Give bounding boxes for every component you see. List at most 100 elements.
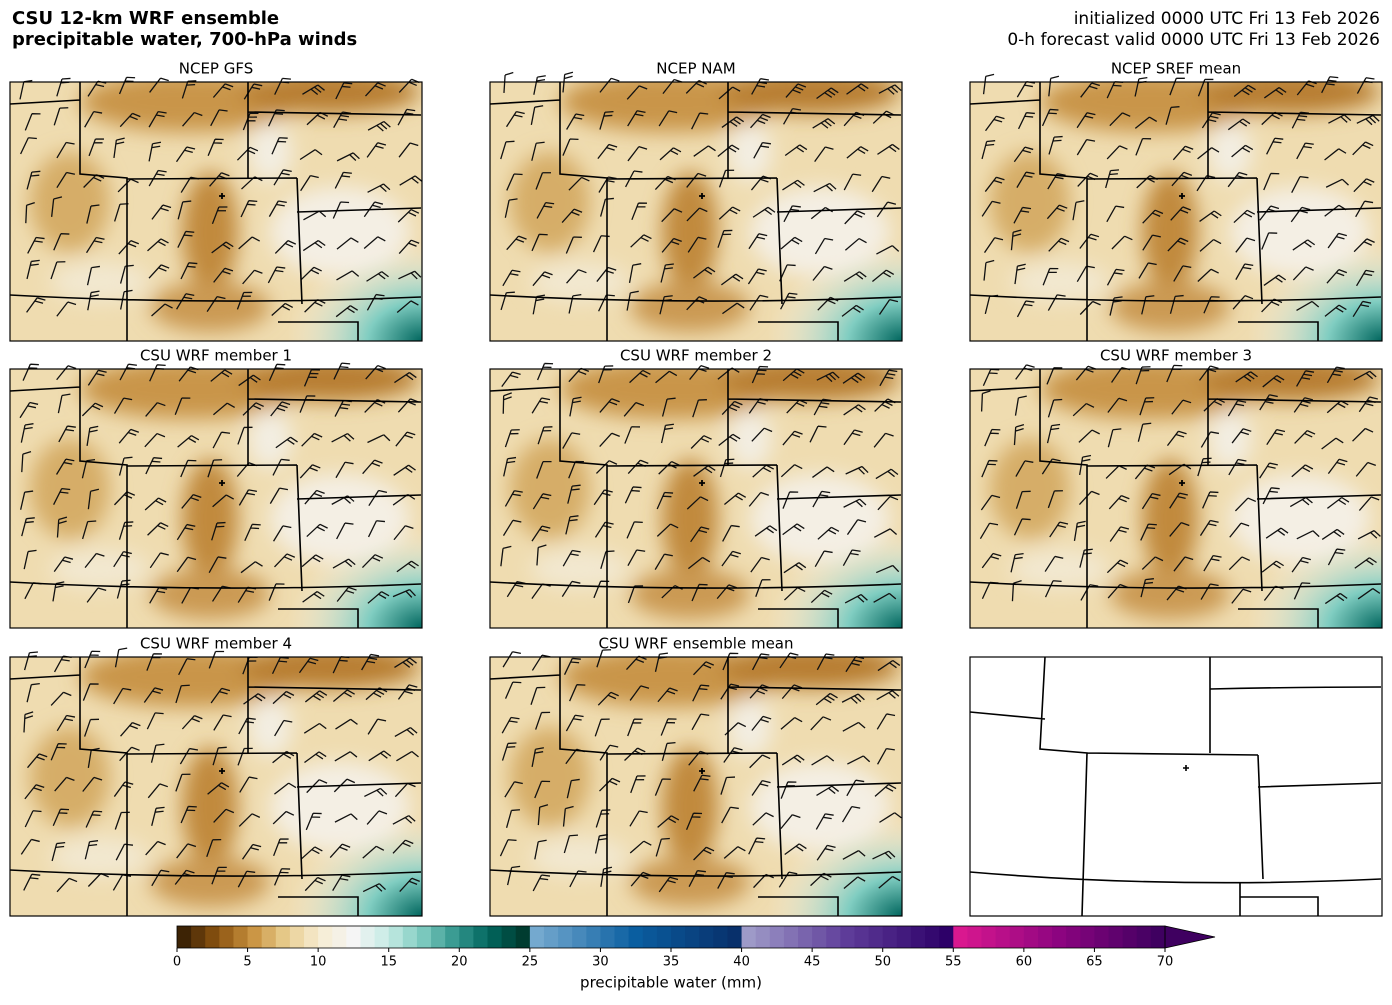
wind-barb bbox=[532, 271, 553, 287]
wind-barb bbox=[628, 263, 642, 284]
wind-barb bbox=[784, 587, 806, 601]
colorbar-tick-label: 0 bbox=[173, 955, 181, 970]
colorbar-swatch bbox=[1094, 926, 1110, 948]
wind-barb bbox=[783, 562, 807, 574]
wind-barb bbox=[1072, 200, 1085, 221]
wind-barb bbox=[1199, 238, 1222, 252]
wind-barb bbox=[151, 806, 165, 826]
wind-barb bbox=[686, 496, 709, 510]
wind-barb bbox=[1016, 171, 1035, 188]
colorbar-tick-label: 65 bbox=[1086, 955, 1103, 970]
wind-barb bbox=[270, 401, 291, 417]
wind-barb bbox=[179, 747, 199, 765]
wind-barb bbox=[210, 687, 231, 704]
wind-barb bbox=[1354, 557, 1377, 569]
wind-barb bbox=[147, 522, 169, 536]
wind-barb bbox=[877, 659, 901, 672]
wind-barb bbox=[1234, 497, 1257, 512]
wind-barb bbox=[24, 810, 42, 828]
wind-barb bbox=[20, 838, 40, 855]
wind-barb bbox=[812, 265, 833, 281]
wind-barb bbox=[1327, 232, 1347, 249]
wind-barb bbox=[1167, 237, 1189, 252]
wind-barb bbox=[84, 840, 99, 860]
panel-frame bbox=[489, 656, 903, 917]
wind-barb bbox=[1231, 144, 1254, 158]
wind-barb bbox=[687, 556, 711, 570]
colorbar-tick-label: 60 bbox=[1016, 955, 1033, 970]
wind-barb bbox=[655, 370, 678, 384]
wind-barb bbox=[563, 657, 581, 675]
wind-barb bbox=[336, 152, 360, 162]
wind-barb bbox=[300, 846, 323, 860]
wind-barb bbox=[809, 425, 827, 443]
colorbar-swatch bbox=[798, 926, 813, 948]
wind-barb bbox=[304, 489, 325, 505]
colorbar-swatch bbox=[416, 926, 432, 948]
wind-barb bbox=[82, 683, 99, 701]
wind-barb bbox=[181, 80, 197, 99]
wind-barb bbox=[151, 303, 173, 317]
wind-barb bbox=[394, 372, 417, 384]
wind-barb bbox=[57, 393, 71, 414]
wind-barb bbox=[1259, 462, 1278, 479]
wind-barb bbox=[367, 434, 391, 444]
wind-barb bbox=[114, 811, 130, 830]
wind-barb bbox=[1106, 205, 1125, 223]
wind-barb bbox=[1321, 76, 1339, 94]
wind-barb bbox=[368, 750, 392, 762]
wind-barb bbox=[1321, 437, 1344, 450]
wind-barb bbox=[23, 711, 34, 733]
wind-barb bbox=[176, 523, 196, 541]
wind-barb bbox=[721, 116, 745, 128]
colorbar-tick-label: 70 bbox=[1157, 955, 1174, 970]
colorbar-swatch bbox=[939, 926, 954, 948]
colorbar-swatch bbox=[332, 926, 347, 948]
map-panel bbox=[489, 70, 903, 342]
wind-barb bbox=[272, 525, 292, 542]
wind-barb bbox=[362, 883, 386, 893]
wind-barb bbox=[213, 402, 235, 416]
wind-barb bbox=[561, 208, 583, 224]
valid-line: 0-h forecast valid 0000 UTC Fri 13 Feb 2… bbox=[1007, 30, 1380, 50]
wind-barb bbox=[24, 784, 45, 800]
wind-barb bbox=[367, 520, 386, 538]
panel-title: CSU WRF ensemble mean bbox=[598, 635, 793, 653]
wind-barb bbox=[499, 839, 517, 857]
wind-barb bbox=[367, 183, 391, 193]
wind-barb bbox=[748, 491, 770, 507]
wind-barb bbox=[1358, 396, 1379, 413]
wind-barb bbox=[655, 837, 670, 857]
wind-barb bbox=[304, 690, 328, 703]
colorbar-swatch bbox=[1136, 926, 1152, 948]
wind-barb bbox=[398, 142, 419, 158]
wind-barb bbox=[599, 398, 620, 413]
wind-barb bbox=[879, 812, 902, 823]
wind-barb bbox=[1291, 556, 1311, 573]
wind-barb bbox=[22, 363, 39, 381]
wind-barb bbox=[749, 684, 771, 699]
wind-barb bbox=[750, 556, 770, 573]
wind-barb bbox=[302, 240, 326, 252]
wind-barb bbox=[813, 398, 832, 416]
wind-barb bbox=[1042, 267, 1059, 286]
colorbar-swatch bbox=[656, 926, 672, 948]
wind-barb bbox=[536, 201, 555, 219]
wind-barb bbox=[980, 390, 991, 412]
wind-barb bbox=[1139, 397, 1155, 416]
wind-barb bbox=[303, 722, 327, 734]
wind-barb bbox=[658, 876, 679, 893]
wind-barb bbox=[504, 781, 523, 798]
wind-barb bbox=[661, 741, 676, 761]
colorbar-swatch bbox=[1080, 926, 1095, 948]
map-panel bbox=[969, 357, 1383, 629]
colorbar-swatch bbox=[699, 926, 714, 948]
wind-barb bbox=[748, 837, 766, 855]
wind-barb bbox=[1292, 266, 1314, 281]
wind-barb bbox=[817, 526, 840, 540]
wind-barb bbox=[1135, 137, 1152, 156]
wind-barb bbox=[627, 146, 648, 162]
wind-barb bbox=[1015, 460, 1034, 477]
wind-barb bbox=[1296, 370, 1315, 387]
wind-barb bbox=[302, 591, 325, 603]
